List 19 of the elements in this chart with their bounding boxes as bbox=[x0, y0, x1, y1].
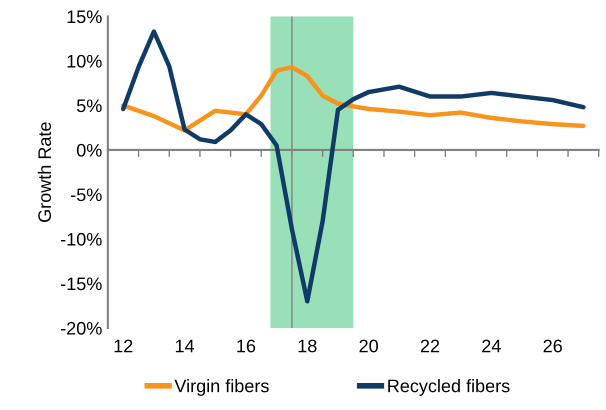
x-tick-label: 24 bbox=[482, 340, 501, 352]
y-tick-label: -20% bbox=[60, 322, 102, 335]
y-tick-label: 5% bbox=[76, 99, 102, 112]
y-axis-title: Growth Rate bbox=[38, 122, 52, 222]
legend-label: Virgin fibers bbox=[174, 379, 269, 396]
y-tick-label: 10% bbox=[68, 54, 102, 68]
x-tick-label: 20 bbox=[360, 340, 378, 352]
y-tick-label: -5% bbox=[71, 188, 102, 202]
x-tick-label: 22 bbox=[420, 340, 440, 352]
x-tick-label: 16 bbox=[237, 340, 256, 352]
x-tick-label: 12 bbox=[114, 340, 132, 352]
y-tick-label: 15% bbox=[68, 10, 102, 24]
y-tick-label: -15% bbox=[60, 278, 102, 290]
x-tick-label: 18 bbox=[298, 340, 317, 352]
y-tick-label: -10% bbox=[60, 232, 102, 246]
x-tick-label: 14 bbox=[176, 340, 194, 352]
x-tick-label: 26 bbox=[544, 340, 562, 352]
y-tick-label: 0% bbox=[76, 144, 102, 157]
legend-label: Recycled fibers bbox=[388, 379, 510, 396]
